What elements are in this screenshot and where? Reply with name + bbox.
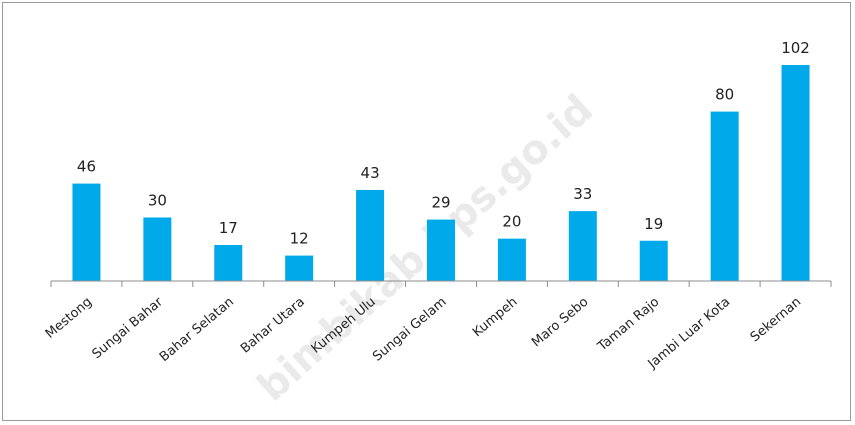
bar-chart: bimbikab.bps.go.id 46 Mestong 30 Sungai Bah…: [43, 39, 832, 410]
chart-frame: bimbikab.bps.go.id 46 Mestong 30 Sungai Bah…: [2, 2, 851, 421]
data-label: 12: [290, 230, 309, 248]
x-tick-label: Mestong: [43, 295, 95, 342]
x-tick-label: Kumpeh: [470, 295, 520, 341]
watermark: bimbikab.bps.go.id: [249, 86, 602, 410]
labels-group: 46 Mestong 30 Sungai Bahar 17 Bahar Selatan 12…: [43, 39, 810, 372]
bar-sungai-bahar: [143, 217, 172, 281]
x-tick-label: Sekernan: [748, 295, 804, 346]
data-label: 33: [573, 185, 592, 203]
bar-maro-sebo: [568, 211, 597, 281]
x-tick-label: Taman Rajo: [594, 295, 662, 355]
x-tick-label: Bahar Selatan: [157, 295, 237, 365]
data-label: 29: [431, 194, 450, 212]
data-label: 46: [77, 158, 96, 176]
data-label: 20: [502, 213, 521, 231]
bar-jambi-luar-kota: [710, 111, 739, 282]
x-tick-label: Sungai Bahar: [90, 294, 167, 362]
data-label: 43: [361, 164, 380, 182]
data-label: 80: [715, 86, 734, 104]
data-label: 30: [148, 191, 167, 209]
bar-bahar-utara: [285, 255, 314, 281]
bar-sungai-gelam: [427, 219, 455, 281]
x-axis: [50, 280, 832, 287]
data-label: 17: [219, 219, 238, 237]
data-label: 19: [644, 215, 663, 233]
data-label: 102: [781, 39, 810, 57]
bars-group: [72, 65, 810, 282]
bar-kumpeh: [497, 238, 526, 281]
bar-bahar-selatan: [214, 245, 243, 281]
bar-kumpeh-ulu: [356, 189, 385, 281]
bar-sekernan: [781, 65, 810, 281]
x-tick-label: Maro Sebo: [529, 295, 591, 351]
bar-mestong: [72, 183, 101, 281]
bar-taman-rajo: [639, 240, 668, 281]
